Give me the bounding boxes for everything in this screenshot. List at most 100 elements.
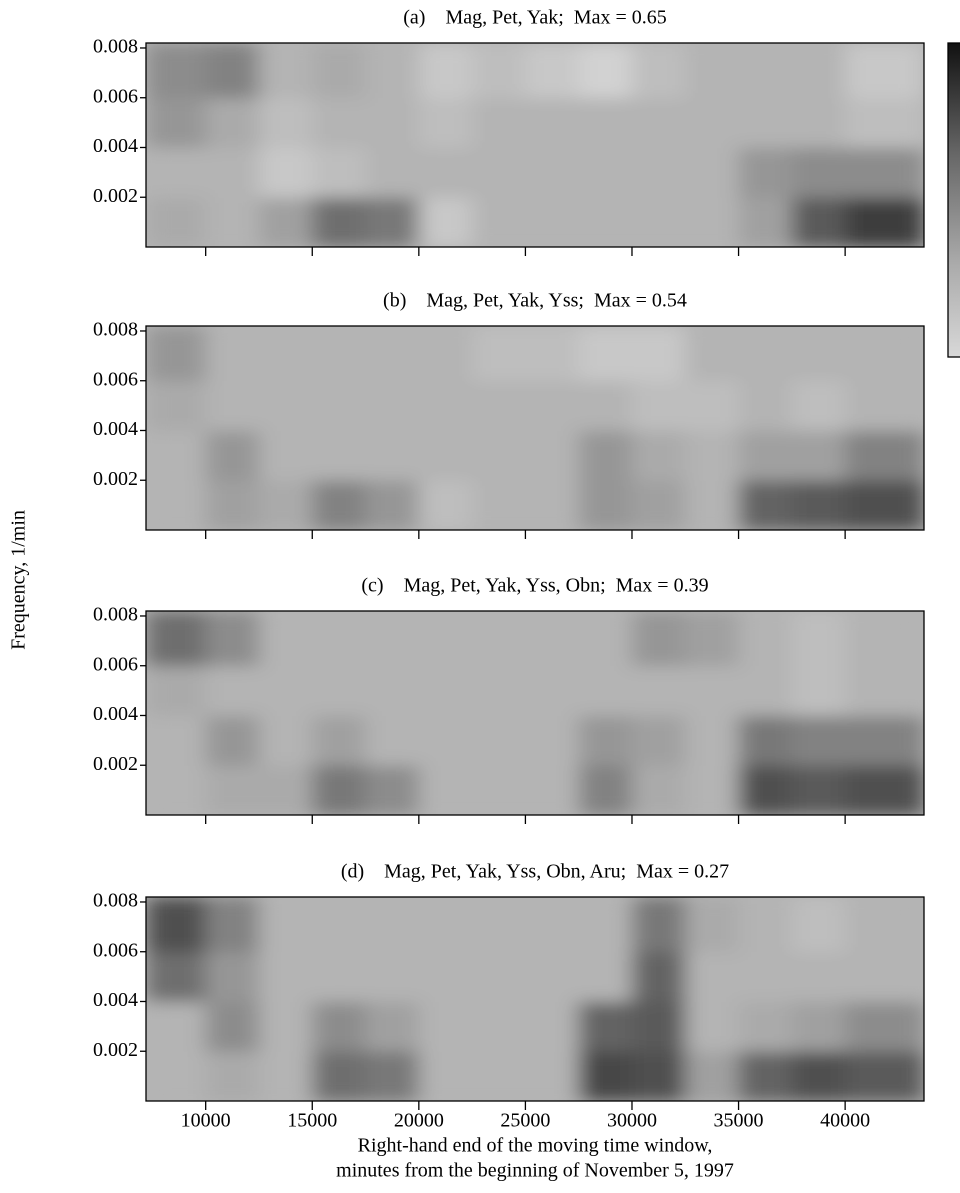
heatmap-cell [205,380,260,431]
heatmap-cells [146,611,924,815]
heatmap-cell [738,430,793,481]
heatmap-cell [738,897,793,953]
heatmap-cell [205,1001,260,1052]
heatmap-cell [578,611,633,667]
heatmap-cell [146,326,207,382]
heatmap-cell [685,43,740,99]
heatmap-cell [631,715,686,766]
heatmap-cell [418,897,473,953]
heatmap-cell [738,326,793,382]
heatmap-cell [472,665,526,716]
heatmap-cell [845,97,924,148]
heatmap-cell [685,430,740,481]
plot-frame [145,896,925,1102]
heatmap-cell [578,1051,633,1101]
heatmap-cell [365,611,420,667]
heatmap-cell [685,715,740,766]
heatmap-cell [738,951,793,1002]
heatmap-cell [418,197,473,247]
heatmap-cell [365,765,420,815]
x-tick-label: 15000 [287,1110,337,1132]
heatmap-cell [205,715,260,766]
heatmap-cell [578,480,633,530]
heatmap [146,611,924,815]
heatmap-cell [791,1051,846,1101]
heatmap-cell [472,1051,526,1101]
heatmap-cell [845,1001,924,1052]
heatmap-cell [525,43,580,99]
panel-title: (a) Mag, Pet, Yak; Max = 0.65 [403,7,667,29]
heatmap-cell [738,147,793,198]
heatmap-cell [845,380,924,431]
heatmap-cells [146,326,924,530]
heatmap-cell [738,1001,793,1052]
heatmap-cell [845,611,924,667]
heatmap-cell [578,665,633,716]
heatmap-cell [631,147,686,198]
heatmap-cell [146,665,207,716]
heatmap-cell [365,1051,420,1101]
heatmap-cell [312,765,367,815]
heatmap-cell [525,665,580,716]
heatmap [146,326,924,530]
heatmap-cell [365,1001,420,1052]
y-axis-label: Frequency, 1/min [8,510,30,650]
heatmap-cell [472,430,526,481]
heatmap-cell [472,1001,526,1052]
heatmap-cell [258,326,313,382]
heatmap [146,897,924,1101]
heatmap-cell [258,430,313,481]
heatmap-cell [258,147,313,198]
heatmap-cell [525,611,580,667]
y-tick-label: 0.002 [93,185,138,207]
panel-title: (d) Mag, Pet, Yak, Yss, Obn, Aru; Max = … [341,861,729,883]
heatmap-cell [845,765,924,815]
heatmap-cell [258,97,313,148]
heatmap-cell [685,951,740,1002]
heatmap-cell [418,951,473,1002]
heatmap-cell [312,611,367,667]
heatmap-cell [146,611,207,667]
heatmap-cell [312,897,367,953]
heatmap-cell [365,897,420,953]
heatmap-cell [791,147,846,198]
x-tick-label: 35000 [714,1110,764,1132]
y-tick-label: 0.006 [93,85,138,107]
x-axis-label: minutes from the beginning of November 5… [336,1160,734,1182]
heatmap-cell [845,665,924,716]
plot-frame [145,610,925,816]
heatmap-cell [525,897,580,953]
heatmap-cell [525,715,580,766]
heatmap-cell [631,897,686,953]
heatmap-cell [845,951,924,1002]
heatmap-cell [845,715,924,766]
plot-frame [145,325,925,531]
panel-title: (c) Mag, Pet, Yak, Yss, Obn; Max = 0.39 [361,575,708,597]
heatmap-cell [525,951,580,1002]
heatmap-cell [146,197,207,247]
heatmap-cell [418,380,473,431]
y-tick-label: 0.004 [93,989,138,1011]
heatmap-cell [845,197,924,247]
y-tick-label: 0.006 [93,653,138,675]
heatmap-cell [738,97,793,148]
heatmap-cell [791,197,846,247]
heatmap-cell [146,897,207,953]
heatmap-cell [685,197,740,247]
heatmap-cell [631,765,686,815]
heatmap-cell [146,765,207,815]
heatmap-cell [418,97,473,148]
heatmap-cell [738,197,793,247]
heatmap-cell [312,430,367,481]
heatmap-cell [738,715,793,766]
heatmap-cell [631,951,686,1002]
heatmap-cell [146,147,207,198]
y-tick-label: 0.002 [93,753,138,775]
y-tick-label: 0.006 [93,939,138,961]
heatmap-cell [418,326,473,382]
panel-title: (b) Mag, Pet, Yak, Yss; Max = 0.54 [383,290,687,312]
heatmap-cell [738,1051,793,1101]
heatmap-cell [258,765,313,815]
heatmap-cell [312,147,367,198]
heatmap-cell [418,665,473,716]
